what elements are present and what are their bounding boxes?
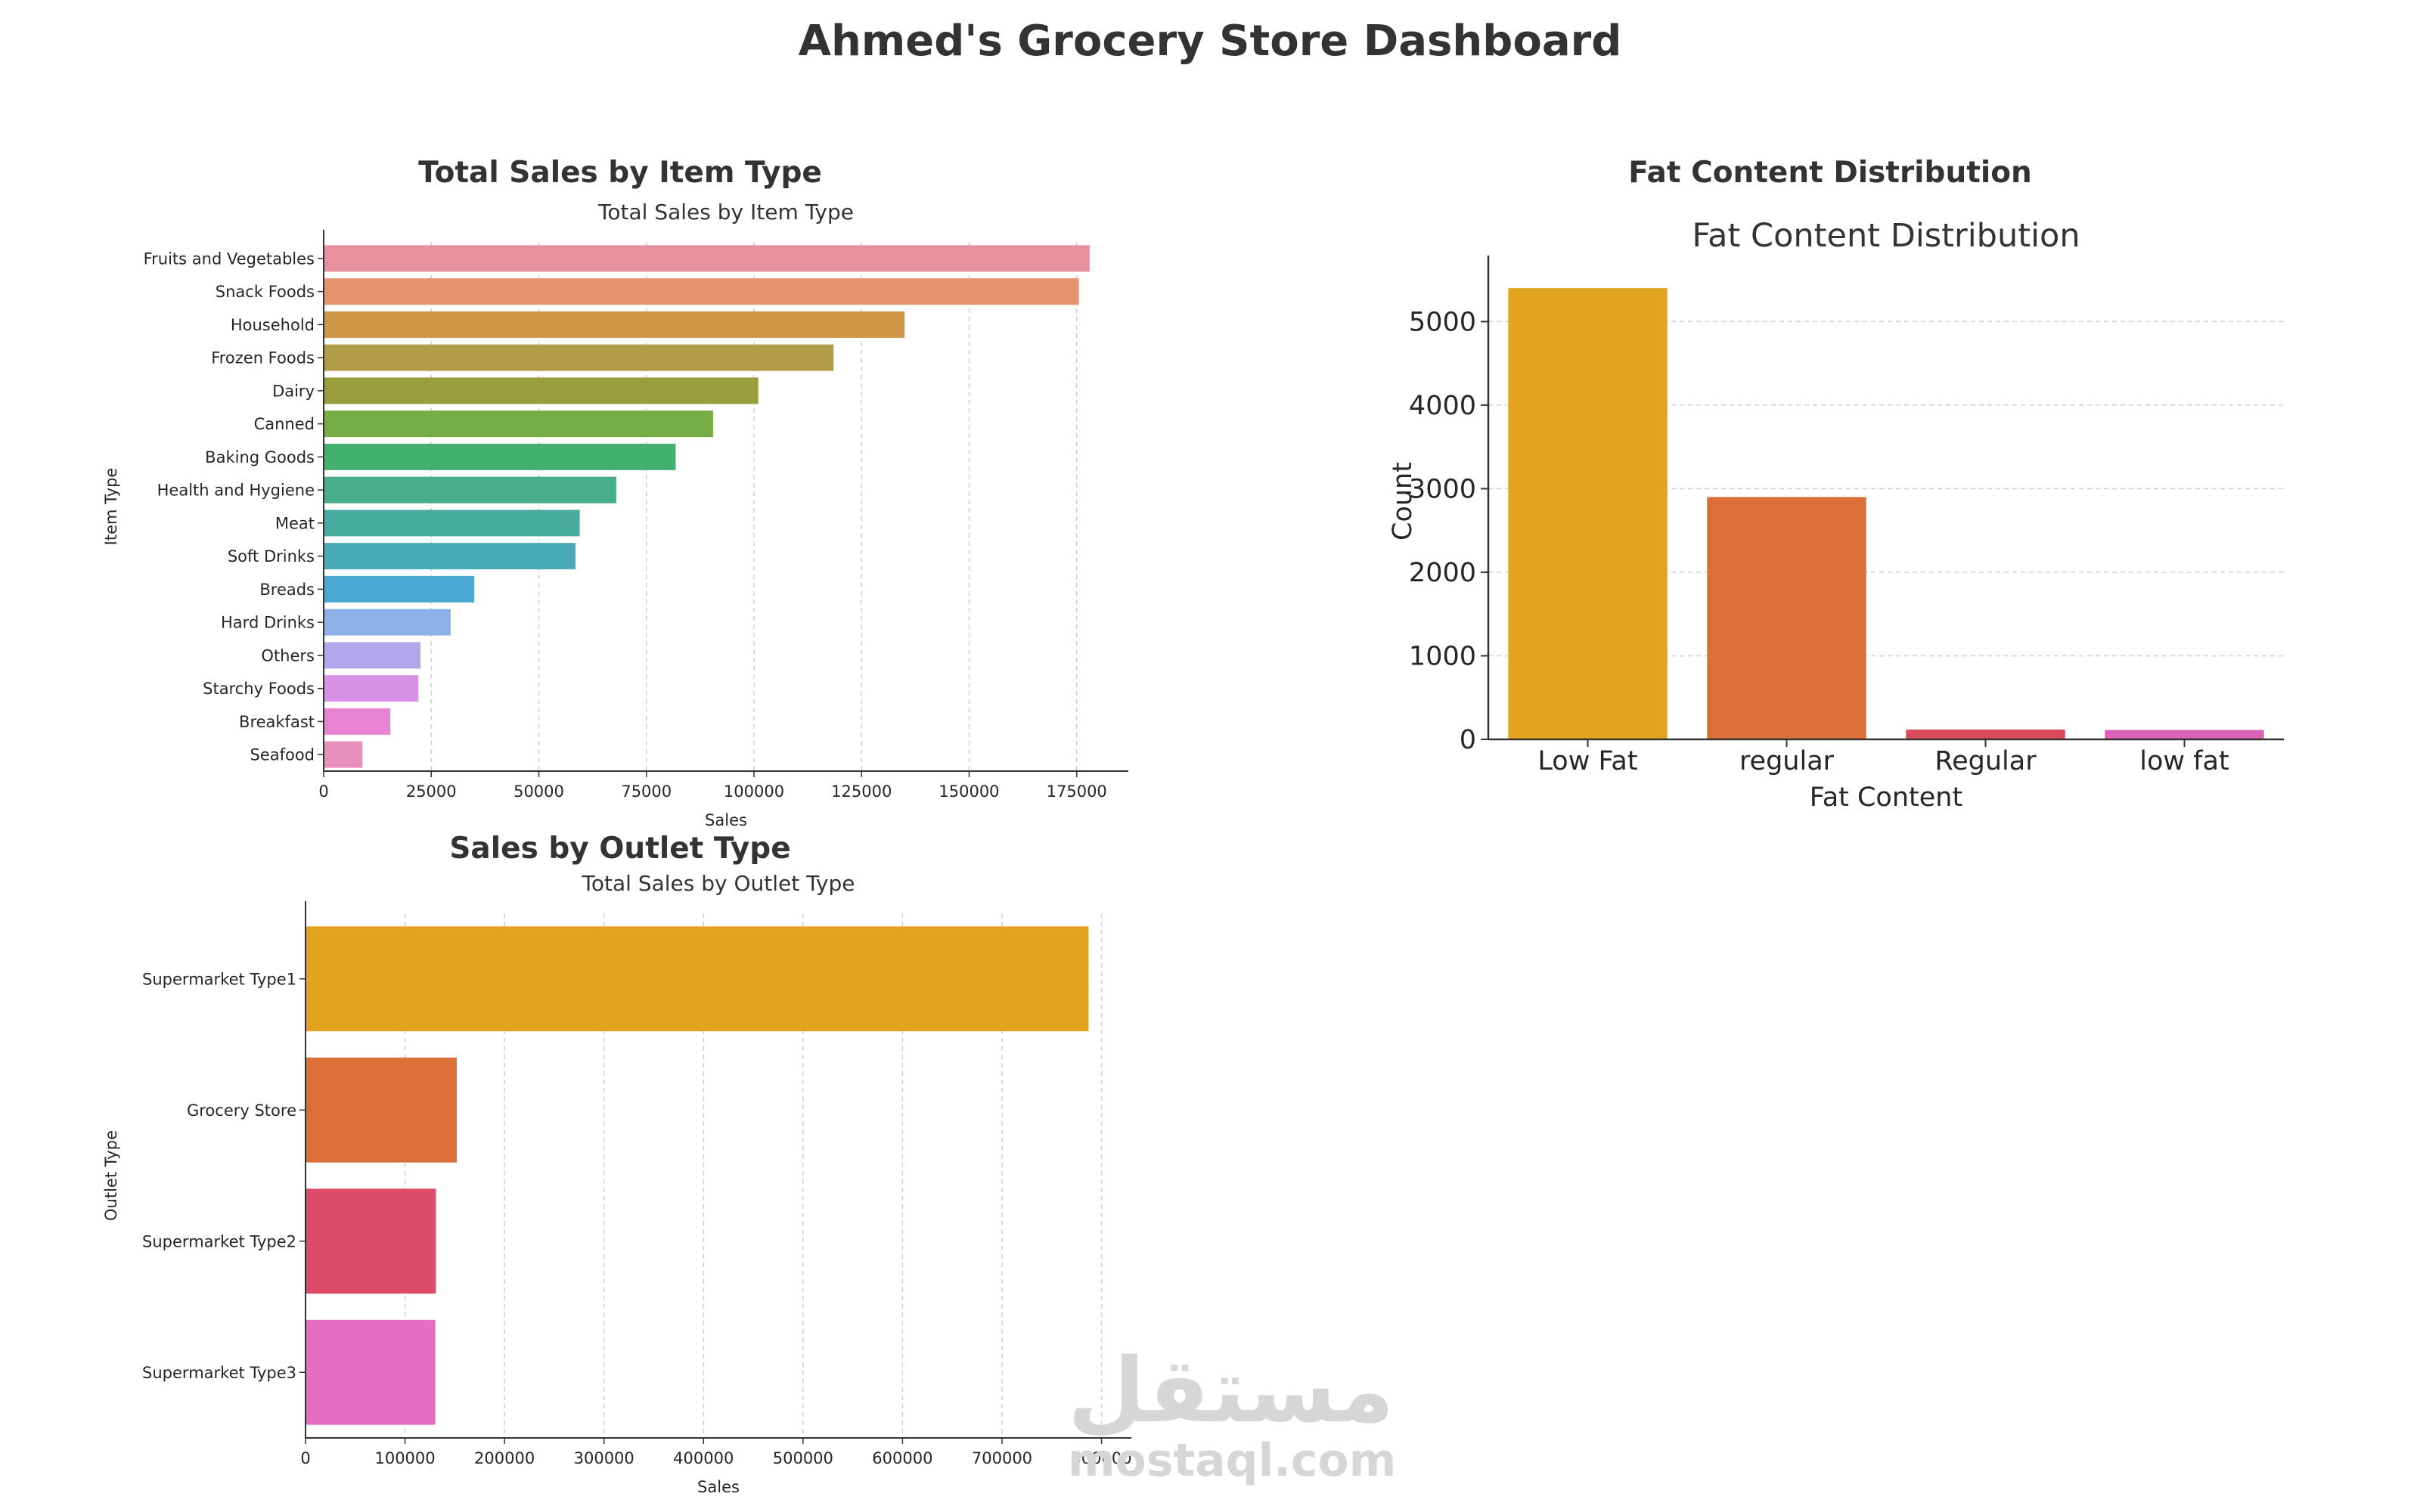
x-tick-label: 700000: [972, 1449, 1032, 1467]
bar: [324, 377, 759, 404]
x-tick-label: 175000: [1047, 782, 1107, 801]
watermark-arabic: مستقل: [1068, 1338, 1395, 1442]
bar: [324, 708, 391, 735]
bar: [1508, 288, 1668, 739]
y-axis-label: Item Type: [102, 468, 120, 546]
x-axis-label: Sales: [697, 1478, 740, 1496]
category-label: Supermarket Type1: [142, 970, 296, 988]
chart-title: Total Sales by Item Type: [597, 200, 854, 225]
bar: [324, 245, 1090, 272]
bar: [324, 476, 616, 503]
category-label: Seafood: [250, 746, 315, 764]
category-label: Supermarket Type2: [142, 1232, 296, 1250]
bar: [324, 510, 580, 537]
bar: [324, 675, 419, 702]
category-label: Fruits and Vegetables: [144, 249, 315, 268]
category-label: Supermarket Type3: [142, 1364, 296, 1382]
y-tick-label: 3000: [1409, 474, 1476, 504]
category-label: Baking Goods: [205, 448, 315, 466]
category-label: Breakfast: [239, 713, 315, 731]
bar: [324, 642, 421, 669]
bar: [324, 443, 676, 470]
bar: [306, 1188, 436, 1294]
mostaql-watermark: مستقل mostaql.com: [1068, 1338, 1397, 1487]
x-tick-label: 0: [300, 1449, 310, 1467]
category-label: regular: [1739, 746, 1835, 776]
bar: [306, 926, 1089, 1032]
item-type-sales-chart: 0 25000 50000 75000 100000 125000 150000 175000…: [102, 200, 1128, 829]
category-label: Regular: [1934, 746, 2037, 776]
x-axis-label: Sales: [705, 811, 747, 829]
bar: [324, 575, 475, 603]
bar: [324, 411, 713, 438]
category-label: Dairy: [272, 382, 315, 400]
y-tick-label: 0: [1460, 725, 1476, 755]
category-label: Household: [231, 316, 315, 334]
bar: [324, 543, 576, 570]
category-label: Low Fat: [1537, 746, 1637, 776]
category-label: Others: [261, 646, 315, 665]
x-tick-label: 500000: [773, 1449, 833, 1467]
item-type-panel-title: Total Sales by Item Type: [418, 156, 822, 190]
category-label: Meat: [275, 514, 315, 532]
category-label: Hard Drinks: [221, 614, 315, 632]
category-label: Frozen Foods: [211, 349, 315, 367]
y-axis-label: Outlet Type: [102, 1130, 120, 1221]
x-tick-label: 0: [318, 782, 328, 801]
category-label: Starchy Foods: [203, 680, 315, 698]
category-label: low fat: [2139, 746, 2229, 776]
x-tick-label: 200000: [474, 1449, 535, 1467]
bar: [2105, 730, 2264, 739]
category-label: Health and Hygiene: [157, 482, 315, 500]
bar: [306, 1057, 457, 1163]
y-tick-label: 1000: [1409, 641, 1476, 671]
y-tick-label: 2000: [1409, 558, 1476, 588]
bar: [324, 311, 905, 338]
x-tick-label: 800000: [1071, 1449, 1131, 1467]
chart-title: Total Sales by Outlet Type: [582, 871, 855, 896]
x-axis-label: Fat Content: [1810, 782, 1962, 813]
outlet-type-panel-title: Sales by Outlet Type: [449, 832, 791, 866]
x-tick-label: 600000: [872, 1449, 932, 1467]
x-tick-label: 100000: [374, 1449, 435, 1467]
x-tick-label: 50000: [513, 782, 564, 801]
category-label: Grocery Store: [187, 1101, 296, 1120]
category-label: Soft Drinks: [228, 547, 315, 565]
x-tick-label: 75000: [621, 782, 672, 801]
bar: [324, 278, 1079, 305]
fat-content-panel-title: Fat Content Distribution: [1628, 156, 2032, 190]
chart-title: Fat Content Distribution: [1692, 217, 2080, 255]
watermark-latin: mostaql.com: [1068, 1434, 1397, 1487]
bar: [324, 609, 451, 636]
fat-content-chart: 0 1000 2000 3000 4000 5000 Low Fat regular Regul…: [1388, 217, 2284, 813]
bar: [306, 1319, 436, 1425]
y-tick-label: 5000: [1409, 307, 1476, 337]
category-label: Canned: [254, 415, 315, 433]
x-tick-label: 400000: [673, 1449, 734, 1467]
x-tick-label: 150000: [939, 782, 999, 801]
x-tick-label: 25000: [406, 782, 457, 801]
y-axis-label: Count: [1388, 462, 1418, 541]
y-tick-label: 4000: [1409, 391, 1476, 421]
bar: [324, 344, 834, 371]
bar: [1906, 730, 2065, 739]
x-tick-label: 300000: [574, 1449, 634, 1467]
dashboard-title: Ahmed's Grocery Store Dashboard: [798, 17, 1622, 66]
x-tick-label: 125000: [831, 782, 892, 801]
outlet-type-sales-chart: 0 100000 200000 300000 400000 500000 600000 700…: [102, 871, 1132, 1496]
bar: [324, 741, 363, 768]
category-label: Snack Foods: [216, 283, 315, 301]
category-label: Breads: [259, 581, 315, 599]
x-tick-label: 100000: [724, 782, 784, 801]
bar: [1707, 497, 1866, 739]
